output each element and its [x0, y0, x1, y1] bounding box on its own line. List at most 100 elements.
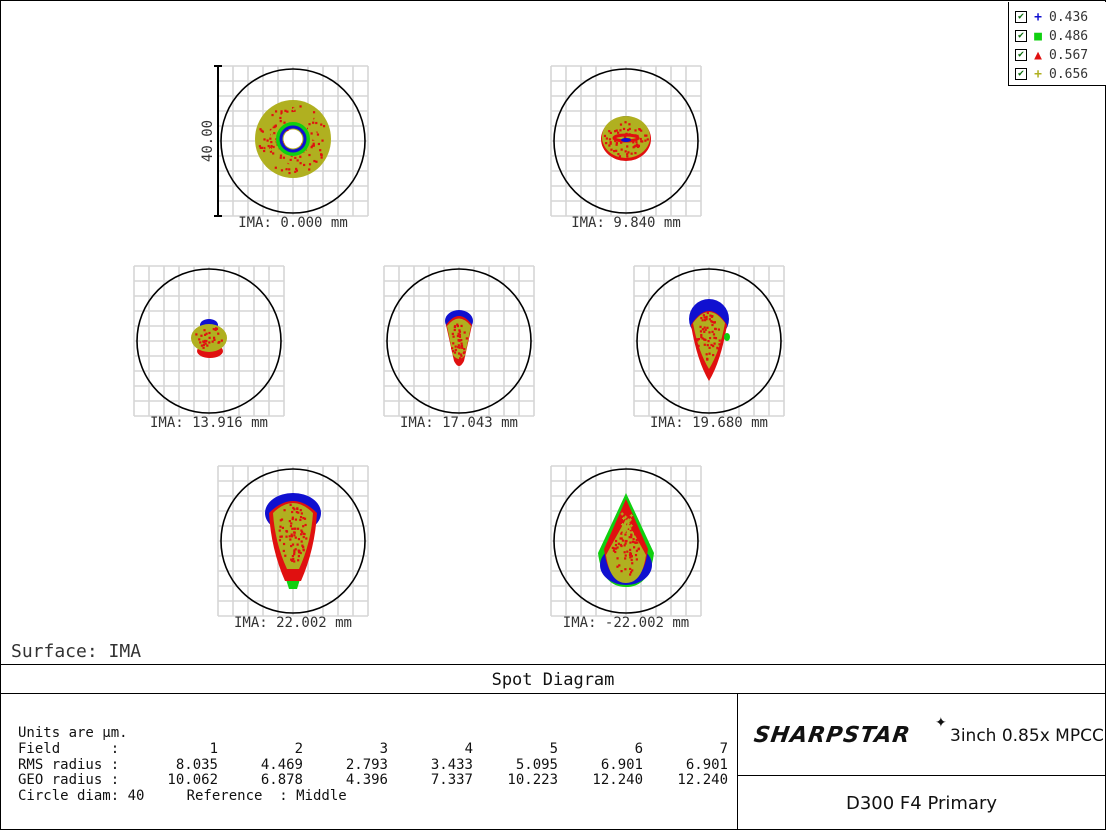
spot-point	[623, 530, 627, 534]
spot-point	[708, 352, 711, 355]
spot-point	[713, 336, 716, 339]
spot-point	[629, 514, 633, 518]
legend-checkbox[interactable]: ✔	[1015, 68, 1027, 80]
spot-point	[632, 538, 635, 541]
spot-point	[456, 324, 460, 328]
spot-point	[635, 528, 638, 532]
spot-point	[629, 571, 633, 574]
spot-point	[629, 553, 633, 557]
spot-point	[322, 125, 326, 128]
reference-circle	[386, 268, 532, 414]
spot-point	[297, 112, 301, 116]
spot-point	[703, 330, 706, 333]
spot-point	[706, 344, 709, 347]
spot-point	[302, 525, 305, 528]
spot-point	[274, 166, 277, 169]
spot-486	[276, 122, 310, 156]
spot-point	[624, 557, 627, 560]
spot-point	[297, 551, 301, 554]
spot-point	[627, 128, 630, 132]
spot-point	[299, 551, 302, 555]
spot-point	[290, 544, 293, 548]
spot-point	[263, 149, 266, 153]
spot-point	[453, 351, 457, 354]
spot-point	[284, 109, 287, 112]
spot-point	[633, 525, 636, 528]
spot-cell: IMA: -22.002 mm	[550, 465, 702, 631]
spot-point	[629, 567, 632, 571]
spot-point	[615, 149, 618, 152]
legend-checkbox[interactable]: ✔	[1015, 30, 1027, 42]
spot-point	[293, 551, 296, 554]
spot-point	[319, 149, 322, 152]
rms-value: 6.901	[600, 757, 643, 773]
spot-point	[288, 155, 292, 159]
spot-point	[614, 550, 617, 554]
info-panel: Units are µm. Field : RMS radius : GEO r…	[1, 693, 738, 829]
spot-point	[701, 328, 704, 331]
spot-point	[296, 543, 299, 546]
spot-point	[312, 121, 315, 124]
spot-point	[622, 516, 626, 521]
spot-point	[300, 512, 303, 515]
spot-point	[304, 125, 309, 129]
spot-point	[457, 345, 460, 349]
legend-checkbox[interactable]: ✔	[1015, 11, 1027, 23]
spot-point	[286, 129, 289, 133]
spot-point	[628, 123, 631, 126]
spot-pattern	[445, 310, 473, 366]
spot-436	[279, 125, 307, 153]
spot-point	[291, 517, 294, 521]
spot-point	[299, 162, 302, 165]
spot-point	[288, 171, 291, 175]
spot-point	[265, 124, 269, 128]
spot-point	[310, 146, 313, 149]
geo-value: 12.240	[677, 772, 728, 788]
spot-point	[308, 168, 311, 171]
spot-point	[292, 106, 295, 110]
units-line: Units are µm.	[18, 725, 128, 741]
spot-point	[630, 152, 633, 155]
spot-point	[203, 339, 206, 343]
spot-point	[626, 515, 629, 519]
spot-point	[290, 522, 293, 525]
spot-point	[321, 139, 324, 142]
spot-point	[619, 537, 622, 540]
spot-point	[300, 115, 304, 119]
spot-point	[700, 316, 703, 320]
field-number: 4	[464, 741, 473, 757]
circle-line: Circle diam: 40 Reference : Middle	[18, 788, 347, 804]
spot-point	[282, 156, 286, 159]
geo-value: 4.396	[345, 772, 388, 788]
spot-point	[626, 527, 630, 531]
spot-point	[615, 525, 619, 528]
legend-marker-icon: ■	[1034, 28, 1042, 44]
spot-point	[289, 538, 292, 541]
spot-point	[272, 152, 275, 155]
grid	[217, 465, 369, 617]
spot-point	[208, 341, 211, 344]
legend-label: 0.486	[1049, 28, 1089, 44]
spot-point	[629, 524, 633, 528]
spot-cell: IMA: 17.043 mm	[383, 265, 535, 431]
spot-point	[312, 125, 316, 129]
spot-point	[635, 558, 638, 561]
spot-point	[312, 138, 315, 142]
spot-point	[258, 145, 261, 148]
spot-point	[630, 536, 633, 539]
spot-point	[605, 142, 608, 145]
spot-point	[263, 138, 266, 141]
spot-point	[217, 332, 220, 335]
legend-checkbox[interactable]: ✔	[1015, 49, 1027, 61]
spot-point	[269, 133, 274, 137]
spot-point	[624, 539, 627, 543]
field-label: IMA: -22.002 mm	[563, 615, 689, 631]
spot-point	[282, 549, 285, 553]
spot-point	[624, 554, 627, 557]
spot-point	[295, 169, 299, 172]
spot-point	[609, 131, 612, 134]
spot-point	[706, 358, 709, 361]
spot-point	[195, 333, 198, 336]
spot-point	[287, 160, 291, 164]
